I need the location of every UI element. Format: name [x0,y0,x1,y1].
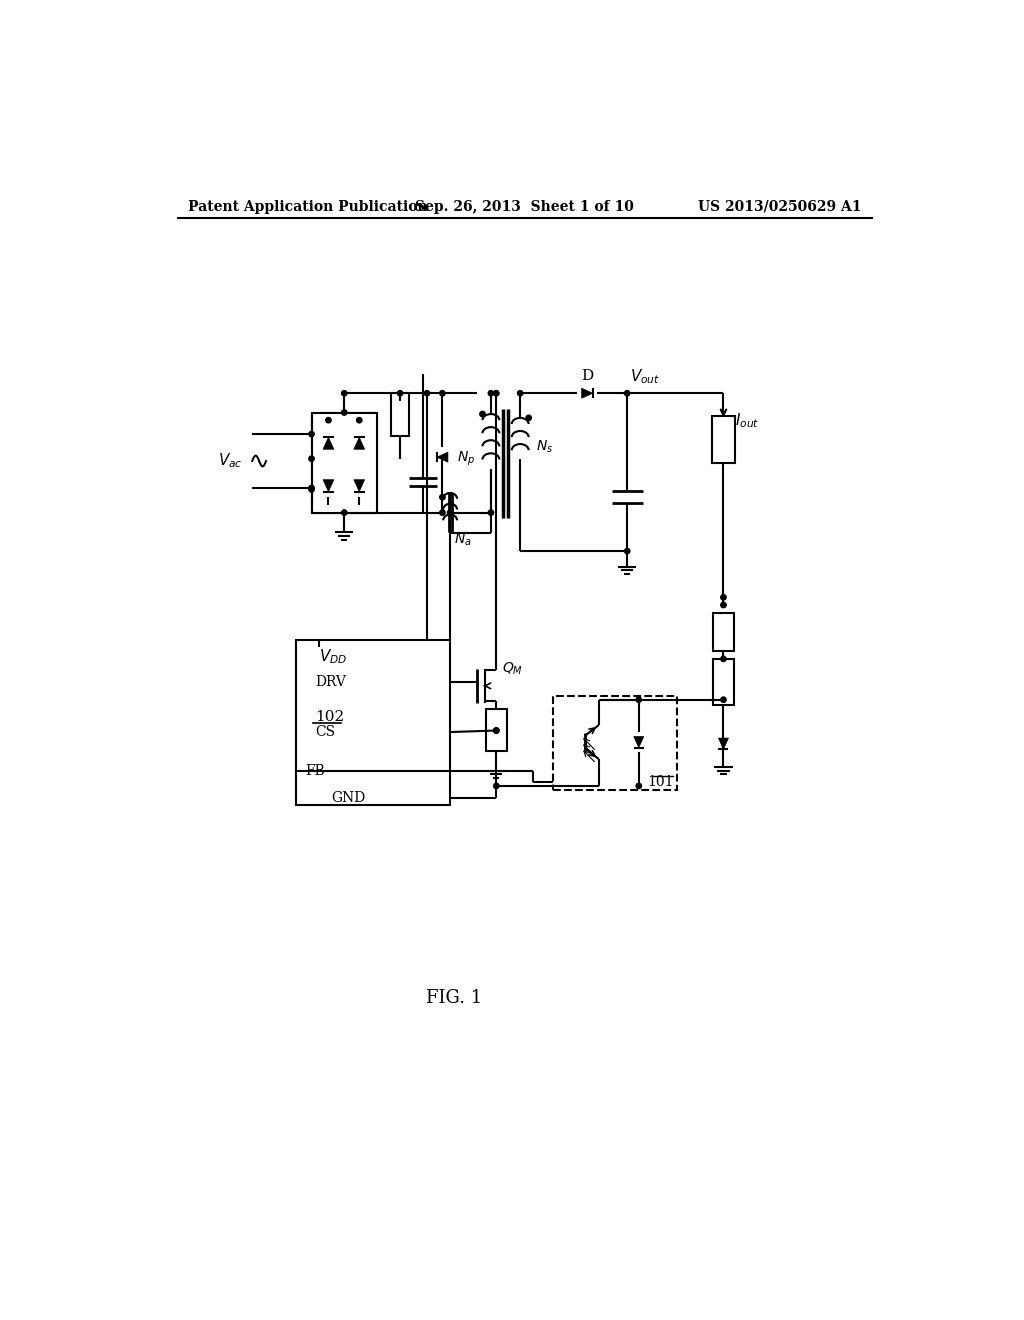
Circle shape [356,417,361,422]
Text: GND: GND [331,791,365,804]
Circle shape [494,727,499,733]
Bar [713,612,734,651]
Text: FB: FB [305,763,325,777]
Text: 101: 101 [647,775,674,789]
Text: $I_{out}$: $I_{out}$ [735,411,760,429]
Text: $V_{out}$: $V_{out}$ [630,367,659,385]
Text: FIG. 1: FIG. 1 [426,989,482,1007]
Circle shape [309,455,314,462]
Text: Sep. 26, 2013  Sheet 1 of 10: Sep. 26, 2013 Sheet 1 of 10 [416,199,634,214]
Text: $V_{ac}$: $V_{ac}$ [217,451,243,470]
Text: $N_p$: $N_p$ [458,450,475,467]
Circle shape [424,391,430,396]
Bar [485,709,507,751]
Circle shape [439,510,445,515]
Bar [391,393,410,436]
Circle shape [309,487,314,492]
Text: 102: 102 [315,710,345,723]
Text: D: D [581,370,593,383]
Polygon shape [323,479,334,491]
Text: $N_s$: $N_s$ [536,440,553,455]
Circle shape [636,783,641,788]
Circle shape [494,391,499,396]
Polygon shape [437,453,447,462]
Bar [311,413,377,512]
Circle shape [447,510,453,515]
Circle shape [309,486,314,491]
Circle shape [721,697,726,702]
Circle shape [526,416,531,421]
Circle shape [480,412,485,417]
Circle shape [342,510,347,515]
Circle shape [721,656,726,661]
Circle shape [625,391,630,396]
Text: $N_a$: $N_a$ [454,532,472,548]
Text: US 2013/0250629 A1: US 2013/0250629 A1 [697,199,861,214]
Polygon shape [354,479,365,491]
Circle shape [721,602,726,607]
Circle shape [397,391,402,396]
Polygon shape [323,437,334,449]
Bar [713,659,734,705]
Circle shape [488,510,494,515]
Circle shape [625,548,630,554]
Circle shape [636,697,641,702]
Text: DRV: DRV [315,675,346,689]
Text: $V_{DD}$: $V_{DD}$ [319,647,347,667]
Bar [311,413,377,512]
Polygon shape [354,437,365,449]
Circle shape [494,783,499,788]
Bar [553,696,677,789]
Text: CS: CS [315,725,336,739]
Circle shape [488,391,494,396]
Circle shape [517,391,523,396]
Circle shape [439,495,445,500]
Circle shape [342,391,347,396]
Bar [712,416,735,462]
Bar [296,640,451,805]
Polygon shape [719,738,728,750]
Polygon shape [634,737,644,747]
Circle shape [439,391,445,396]
Polygon shape [582,388,593,399]
Circle shape [494,727,499,733]
Circle shape [721,594,726,601]
Circle shape [326,417,331,422]
Text: Patent Application Publication: Patent Application Publication [188,199,428,214]
Text: $Q_M$: $Q_M$ [503,661,523,677]
Circle shape [309,432,314,437]
Circle shape [342,409,347,416]
